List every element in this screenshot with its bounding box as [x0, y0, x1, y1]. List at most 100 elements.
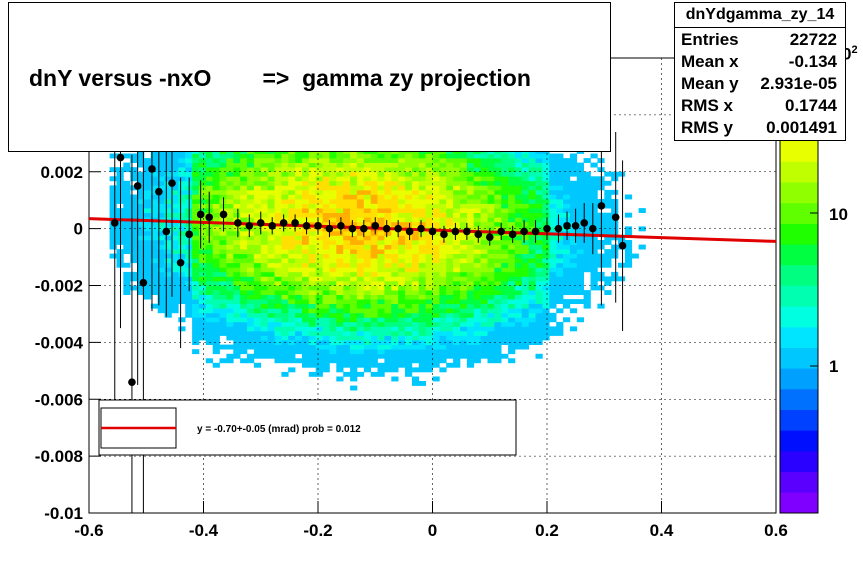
- heatmap-cell: [192, 185, 200, 191]
- heatmap-cell: [150, 199, 158, 204]
- heatmap-cell: [563, 276, 571, 282]
- heatmap-cell: [226, 290, 234, 295]
- heatmap-cell: [487, 244, 495, 250]
- heatmap-cell: [535, 217, 543, 223]
- heatmap-cell: [466, 249, 475, 254]
- heatmap-cell: [308, 294, 316, 300]
- heatmap-cell: [171, 271, 179, 277]
- heatmap-cell: [356, 308, 365, 314]
- heatmap-cell: [295, 226, 303, 232]
- heatmap-cell: [418, 262, 426, 268]
- heatmap-cell: [487, 167, 495, 173]
- heatmap-cell: [384, 167, 392, 173]
- heatmap-cell: [480, 253, 488, 259]
- heatmap-cell: [274, 171, 282, 177]
- heatmap-cell: [494, 189, 502, 195]
- heatmap-cell: [535, 294, 543, 300]
- heatmap-cell: [219, 249, 227, 254]
- heatmap-cell: [411, 353, 420, 359]
- heatmap-cell: [549, 217, 557, 223]
- heatmap-cell: [322, 280, 330, 286]
- heatmap-cell: [466, 290, 475, 295]
- heatmap-cell: [501, 321, 509, 327]
- heatmap-cell: [226, 271, 234, 277]
- heatmap-cell: [446, 267, 454, 273]
- heatmap-cell: [439, 326, 447, 332]
- heatmap-cell: [590, 249, 598, 254]
- heatmap-cell: [590, 230, 598, 236]
- heatmap-cell: [288, 294, 296, 300]
- heatmap-cell: [542, 180, 550, 186]
- heatmap-cell: [590, 194, 598, 200]
- heatmap-cell: [308, 226, 316, 232]
- heatmap-cell: [549, 258, 557, 264]
- heatmap-cell: [501, 312, 509, 318]
- heatmap-cell: [384, 217, 392, 223]
- heatmap-cell: [281, 267, 289, 273]
- heatmap-cell: [466, 312, 475, 318]
- heatmap-cell: [453, 249, 461, 254]
- heatmap-cell: [398, 221, 406, 227]
- heatmap-cell: [398, 162, 406, 168]
- heatmap-cell: [542, 262, 550, 268]
- heatmap-cell: [150, 221, 158, 227]
- heatmap-cell: [123, 262, 131, 268]
- heatmap-cell: [583, 199, 591, 204]
- heatmap-cell: [260, 199, 268, 204]
- heatmap-cell: [460, 185, 468, 191]
- profile-point: [128, 378, 136, 386]
- heatmap-cell: [363, 294, 371, 300]
- heatmap-cell: [363, 349, 371, 355]
- heatmap-cell: [240, 217, 248, 223]
- heatmap-cell: [205, 176, 213, 182]
- heatmap-cell: [198, 280, 207, 286]
- heatmap-cell: [247, 271, 255, 277]
- heatmap-cell: [494, 276, 502, 282]
- heatmap-cell: [446, 335, 454, 341]
- heatmap-cell: [446, 235, 454, 241]
- heatmap-cell: [460, 158, 468, 163]
- heatmap-cell: [494, 344, 502, 350]
- heatmap-cell: [473, 258, 481, 264]
- heatmap-cell: [253, 335, 262, 341]
- y-tick-label: -0.002: [35, 277, 83, 296]
- profile-point: [531, 227, 540, 236]
- heatmap-cell: [164, 212, 172, 218]
- heatmap-cell: [233, 271, 241, 277]
- heatmap-cell: [391, 335, 399, 341]
- profile-point: [256, 219, 265, 227]
- heatmap-cell: [356, 362, 365, 368]
- heatmap-cell: [405, 258, 413, 264]
- profile-point: [219, 210, 228, 219]
- heatmap-cell: [144, 249, 152, 254]
- heatmap-cell: [350, 244, 358, 250]
- heatmap-cell: [267, 203, 275, 209]
- heatmap-cell: [302, 249, 310, 254]
- heatmap-cell: [240, 303, 248, 309]
- profile-point: [543, 224, 551, 233]
- heatmap-cell: [322, 276, 330, 282]
- heatmap-cell: [322, 162, 330, 168]
- heatmap-cell: [123, 167, 131, 173]
- heatmap-cell: [336, 162, 344, 168]
- heatmap-cell: [329, 308, 337, 314]
- heatmap-cell: [556, 258, 564, 264]
- heatmap-cell: [391, 203, 399, 209]
- heatmap-cell: [356, 199, 365, 204]
- heatmap-cell: [343, 244, 351, 250]
- heatmap-cell: [542, 244, 550, 250]
- heatmap-cell: [391, 249, 399, 254]
- heatmap-cell: [274, 317, 282, 323]
- heatmap-cell: [336, 230, 344, 236]
- heatmap-cell: [329, 249, 337, 254]
- heatmap-cell: [205, 158, 213, 163]
- heatmap-cell: [171, 217, 179, 223]
- heatmap-cell: [377, 317, 385, 323]
- heatmap-cell: [418, 171, 426, 177]
- heatmap-cell: [240, 299, 248, 304]
- heatmap-cell: [466, 244, 475, 250]
- heatmap-cell: [302, 362, 310, 368]
- heatmap-cell: [308, 271, 316, 277]
- heatmap-cell: [411, 358, 420, 364]
- heatmap-cell: [604, 235, 612, 241]
